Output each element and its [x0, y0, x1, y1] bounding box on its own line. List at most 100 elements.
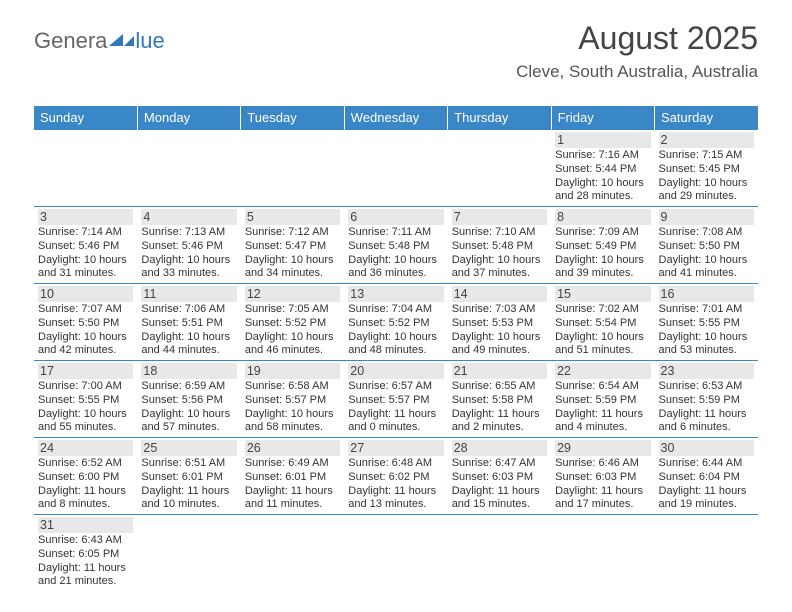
- day-cell: 27Sunrise: 6:48 AMSunset: 6:02 PMDayligh…: [344, 438, 447, 515]
- day-number: 30: [659, 440, 754, 456]
- week-row: 17Sunrise: 7:00 AMSunset: 5:55 PMDayligh…: [34, 361, 758, 438]
- day-text: Sunrise: 6:48 AMSunset: 6:02 PMDaylight:…: [348, 457, 443, 512]
- day-number: 4: [141, 209, 236, 225]
- day-number: 15: [555, 286, 650, 302]
- logo-text-1: Genera: [34, 28, 107, 54]
- day-cell: 6Sunrise: 7:11 AMSunset: 5:48 PMDaylight…: [344, 207, 447, 284]
- day-cell: 22Sunrise: 6:54 AMSunset: 5:59 PMDayligh…: [551, 361, 654, 438]
- day-cell: 13Sunrise: 7:04 AMSunset: 5:52 PMDayligh…: [344, 284, 447, 361]
- day-cell: 24Sunrise: 6:52 AMSunset: 6:00 PMDayligh…: [34, 438, 137, 515]
- day-number: 16: [659, 286, 754, 302]
- day-cell: [344, 515, 447, 592]
- week-row: 24Sunrise: 6:52 AMSunset: 6:00 PMDayligh…: [34, 438, 758, 515]
- day-number: 3: [38, 209, 133, 225]
- day-text: Sunrise: 7:03 AMSunset: 5:53 PMDaylight:…: [452, 303, 547, 358]
- day-text: Sunrise: 6:54 AMSunset: 5:59 PMDaylight:…: [555, 380, 650, 435]
- day-cell: [137, 515, 240, 592]
- logo: Genera lue: [34, 28, 165, 54]
- day-text: Sunrise: 7:16 AMSunset: 5:44 PMDaylight:…: [555, 149, 650, 204]
- day-number: 11: [141, 286, 236, 302]
- day-text: Sunrise: 7:10 AMSunset: 5:48 PMDaylight:…: [452, 226, 547, 281]
- day-cell: [34, 130, 137, 207]
- day-cell: [241, 515, 344, 592]
- day-cell: 29Sunrise: 6:46 AMSunset: 6:03 PMDayligh…: [551, 438, 654, 515]
- day-number: 18: [141, 363, 236, 379]
- day-number: 21: [452, 363, 547, 379]
- day-number: 12: [245, 286, 340, 302]
- day-number: 26: [245, 440, 340, 456]
- day-number: 8: [555, 209, 650, 225]
- day-cell: 17Sunrise: 7:00 AMSunset: 5:55 PMDayligh…: [34, 361, 137, 438]
- day-number: 10: [38, 286, 133, 302]
- day-number: 28: [452, 440, 547, 456]
- day-text: Sunrise: 6:46 AMSunset: 6:03 PMDaylight:…: [555, 457, 650, 512]
- day-text: Sunrise: 7:00 AMSunset: 5:55 PMDaylight:…: [38, 380, 133, 435]
- day-text: Sunrise: 6:57 AMSunset: 5:57 PMDaylight:…: [348, 380, 443, 435]
- day-cell: 16Sunrise: 7:01 AMSunset: 5:55 PMDayligh…: [655, 284, 758, 361]
- weekday-saturday: Saturday: [655, 106, 758, 130]
- day-cell: 30Sunrise: 6:44 AMSunset: 6:04 PMDayligh…: [655, 438, 758, 515]
- day-number: 22: [555, 363, 650, 379]
- page-title: August 2025: [578, 20, 758, 57]
- calendar-table: Sunday Monday Tuesday Wednesday Thursday…: [34, 106, 758, 591]
- day-text: Sunrise: 6:44 AMSunset: 6:04 PMDaylight:…: [659, 457, 754, 512]
- day-text: Sunrise: 6:58 AMSunset: 5:57 PMDaylight:…: [245, 380, 340, 435]
- day-text: Sunrise: 6:59 AMSunset: 5:56 PMDaylight:…: [141, 380, 236, 435]
- day-cell: 7Sunrise: 7:10 AMSunset: 5:48 PMDaylight…: [448, 207, 551, 284]
- logo-text-2: lue: [135, 28, 164, 54]
- weekday-friday: Friday: [551, 106, 654, 130]
- day-text: Sunrise: 6:55 AMSunset: 5:58 PMDaylight:…: [452, 380, 547, 435]
- day-cell: [137, 130, 240, 207]
- day-number: 9: [659, 209, 754, 225]
- week-row: 31Sunrise: 6:43 AMSunset: 6:05 PMDayligh…: [34, 515, 758, 592]
- logo-sail2-icon: [124, 36, 134, 46]
- day-cell: 18Sunrise: 6:59 AMSunset: 5:56 PMDayligh…: [137, 361, 240, 438]
- day-cell: 12Sunrise: 7:05 AMSunset: 5:52 PMDayligh…: [241, 284, 344, 361]
- day-cell: 5Sunrise: 7:12 AMSunset: 5:47 PMDaylight…: [241, 207, 344, 284]
- day-text: Sunrise: 6:51 AMSunset: 6:01 PMDaylight:…: [141, 457, 236, 512]
- day-text: Sunrise: 6:49 AMSunset: 6:01 PMDaylight:…: [245, 457, 340, 512]
- day-cell: [448, 515, 551, 592]
- day-text: Sunrise: 7:04 AMSunset: 5:52 PMDaylight:…: [348, 303, 443, 358]
- day-number: 5: [245, 209, 340, 225]
- day-cell: [344, 130, 447, 207]
- day-text: Sunrise: 7:14 AMSunset: 5:46 PMDaylight:…: [38, 226, 133, 281]
- day-number: 14: [452, 286, 547, 302]
- day-cell: 23Sunrise: 6:53 AMSunset: 5:59 PMDayligh…: [655, 361, 758, 438]
- weekday-sunday: Sunday: [34, 106, 137, 130]
- day-number: 6: [348, 209, 443, 225]
- day-cell: 1Sunrise: 7:16 AMSunset: 5:44 PMDaylight…: [551, 130, 654, 207]
- day-text: Sunrise: 7:11 AMSunset: 5:48 PMDaylight:…: [348, 226, 443, 281]
- day-text: Sunrise: 7:13 AMSunset: 5:46 PMDaylight:…: [141, 226, 236, 281]
- day-cell: 8Sunrise: 7:09 AMSunset: 5:49 PMDaylight…: [551, 207, 654, 284]
- day-cell: 25Sunrise: 6:51 AMSunset: 6:01 PMDayligh…: [137, 438, 240, 515]
- day-cell: 19Sunrise: 6:58 AMSunset: 5:57 PMDayligh…: [241, 361, 344, 438]
- day-text: Sunrise: 6:53 AMSunset: 5:59 PMDaylight:…: [659, 380, 754, 435]
- day-cell: 2Sunrise: 7:15 AMSunset: 5:45 PMDaylight…: [655, 130, 758, 207]
- day-number: 23: [659, 363, 754, 379]
- page-subtitle: Cleve, South Australia, Australia: [516, 62, 758, 82]
- weekday-monday: Monday: [137, 106, 240, 130]
- day-text: Sunrise: 7:01 AMSunset: 5:55 PMDaylight:…: [659, 303, 754, 358]
- day-number: 2: [659, 132, 754, 148]
- day-number: 24: [38, 440, 133, 456]
- day-cell: 11Sunrise: 7:06 AMSunset: 5:51 PMDayligh…: [137, 284, 240, 361]
- day-cell: 3Sunrise: 7:14 AMSunset: 5:46 PMDaylight…: [34, 207, 137, 284]
- logo-sail-icon: [109, 34, 123, 46]
- day-cell: [551, 515, 654, 592]
- day-number: 20: [348, 363, 443, 379]
- day-cell: 31Sunrise: 6:43 AMSunset: 6:05 PMDayligh…: [34, 515, 137, 592]
- day-cell: [448, 130, 551, 207]
- day-text: Sunrise: 7:07 AMSunset: 5:50 PMDaylight:…: [38, 303, 133, 358]
- day-number: 1: [555, 132, 650, 148]
- week-row: 1Sunrise: 7:16 AMSunset: 5:44 PMDaylight…: [34, 130, 758, 207]
- day-text: Sunrise: 6:43 AMSunset: 6:05 PMDaylight:…: [38, 534, 133, 589]
- day-number: 27: [348, 440, 443, 456]
- day-text: Sunrise: 7:02 AMSunset: 5:54 PMDaylight:…: [555, 303, 650, 358]
- day-number: 31: [38, 517, 133, 533]
- week-row: 3Sunrise: 7:14 AMSunset: 5:46 PMDaylight…: [34, 207, 758, 284]
- day-cell: [241, 130, 344, 207]
- day-text: Sunrise: 7:08 AMSunset: 5:50 PMDaylight:…: [659, 226, 754, 281]
- day-number: 29: [555, 440, 650, 456]
- day-text: Sunrise: 6:47 AMSunset: 6:03 PMDaylight:…: [452, 457, 547, 512]
